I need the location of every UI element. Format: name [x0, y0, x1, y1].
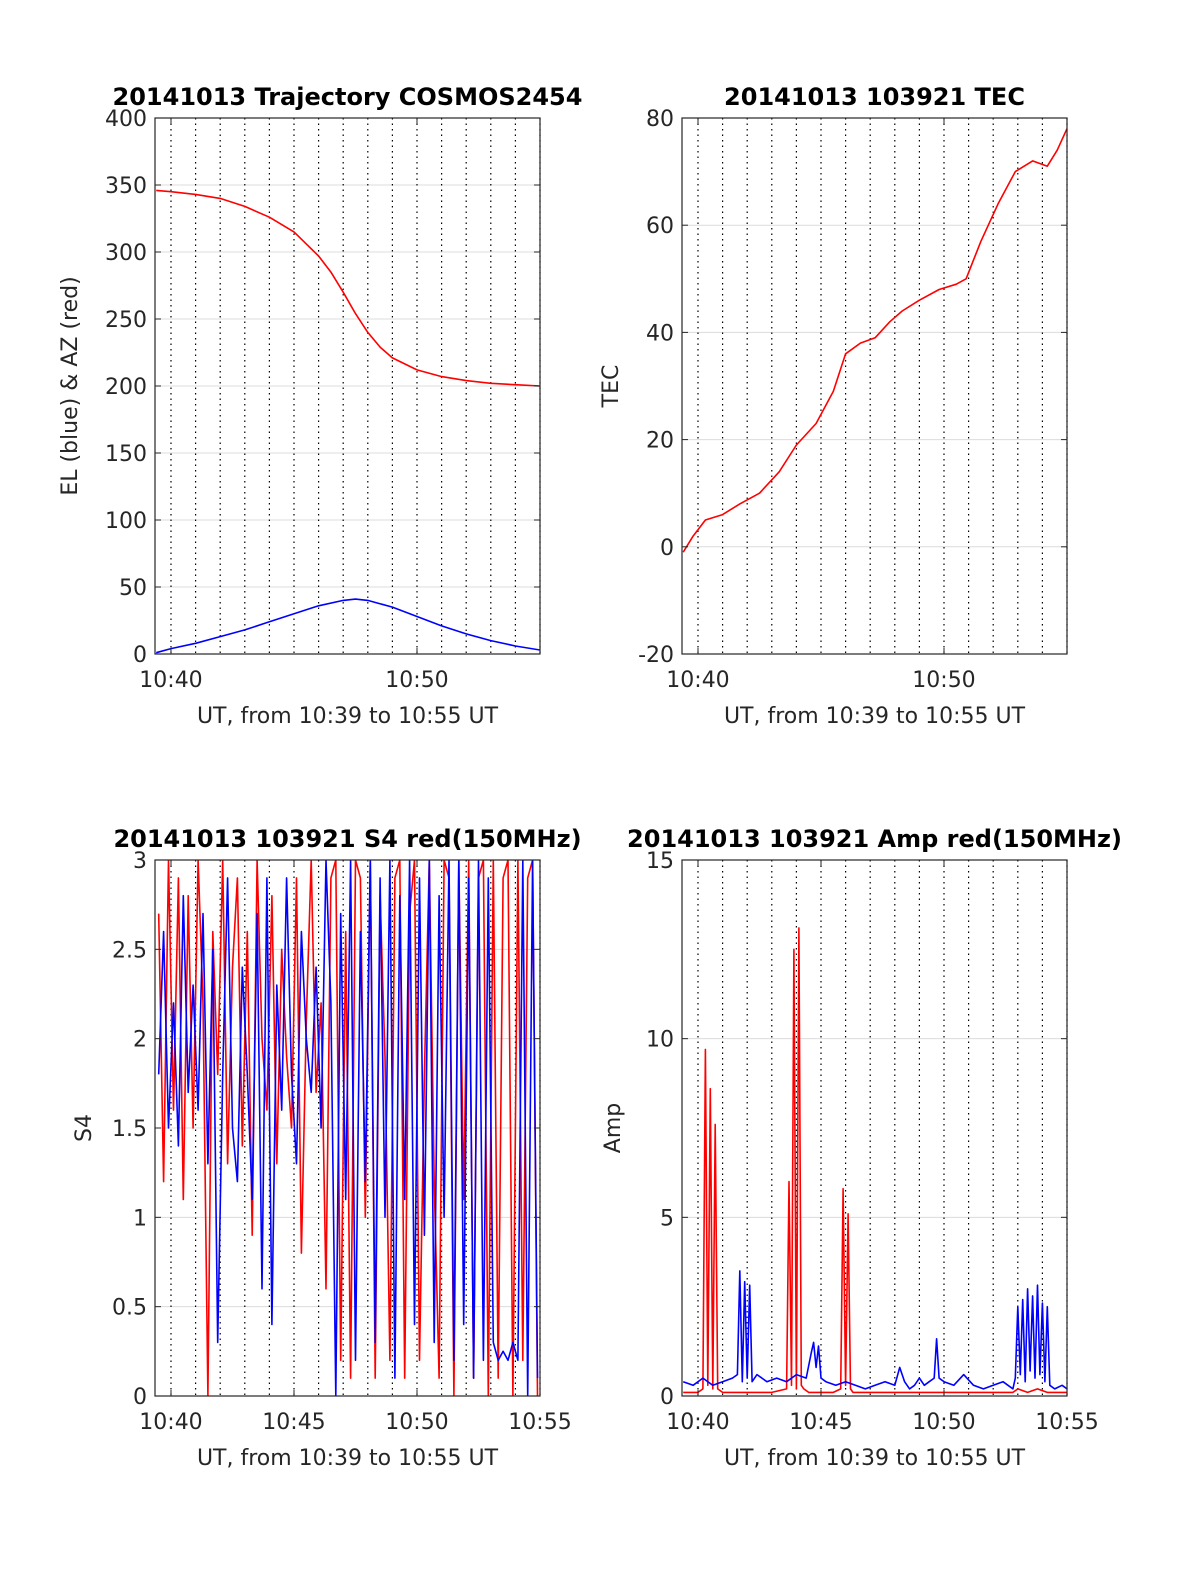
- y-tick-label: 20: [646, 429, 674, 454]
- y-tick-label: 80: [646, 107, 674, 132]
- y-tick-label: 2: [133, 1028, 147, 1053]
- chart-title: 20141013 103921 S4 red(150MHz): [113, 825, 581, 853]
- series-line-2: [682, 1270, 1067, 1390]
- y-axis-label: Amp: [601, 1103, 626, 1153]
- x-axis-label: UT, from 10:39 to 10:55 UT: [197, 704, 499, 729]
- series-line-2: [155, 598, 540, 654]
- x-tick-label: 10:40: [666, 1410, 729, 1435]
- chart-panel-1: 0 50 100 150 200 250 300 350 400 10:40 10:50 201410…: [58, 83, 582, 729]
- x-tick-label: 10:55: [508, 1410, 571, 1435]
- plot-area: [682, 118, 1067, 654]
- x-axis-label: UT, from 10:39 to 10:55 UT: [724, 704, 1026, 729]
- y-axis-label: EL (blue) & AZ (red): [58, 276, 83, 495]
- x-axis-label: UT, from 10:39 to 10:55 UT: [724, 1446, 1026, 1471]
- x-tick-label: 10:50: [912, 668, 975, 693]
- y-axis-label: TEC: [599, 365, 624, 409]
- y-tick-label: 40: [646, 321, 674, 346]
- x-axis-label: UT, from 10:39 to 10:55 UT: [197, 1446, 499, 1471]
- x-tick-label: 10:45: [262, 1410, 325, 1435]
- series-line-1: [682, 128, 1067, 553]
- x-tick-label: 10:40: [666, 668, 729, 693]
- y-tick-label: 300: [105, 241, 147, 266]
- y-tick-label: 350: [105, 174, 147, 199]
- y-axis-label: S4: [72, 1114, 97, 1142]
- x-tick-label: 10:45: [789, 1410, 852, 1435]
- chart-title: 20141013 103921 Amp red(150MHz): [627, 825, 1122, 853]
- chart-panel-2: -20 0 20 40 60 80 10:40 10:50 20141013 103921 TE…: [599, 83, 1068, 729]
- y-tick-label: 400: [105, 107, 147, 132]
- x-tick-label: 10:50: [912, 1410, 975, 1435]
- x-tick-label: 10:40: [139, 668, 202, 693]
- chart-panel-3: 0 0.5 1 1.5 2 2.5 3 10:40 10:45 10:50 10:55 2014101…: [72, 825, 582, 1471]
- y-tick-label: 15: [646, 849, 674, 874]
- x-tick-label: 10:40: [139, 1410, 202, 1435]
- axes-box: [681, 859, 1068, 1397]
- y-tick-label: 0.5: [112, 1296, 147, 1321]
- y-tick-label: 50: [119, 576, 147, 601]
- y-tick-label: 100: [105, 509, 147, 534]
- y-tick-label: 5: [660, 1206, 674, 1231]
- chart-panel-4: 0 5 10 15 10:40 10:45 10:50 10:55 20141013 10392…: [601, 825, 1122, 1471]
- y-tick-label: 150: [105, 442, 147, 467]
- y-tick-label: 250: [105, 308, 147, 333]
- series-line-2: [157, 860, 539, 1396]
- y-tick-label: 2.5: [112, 938, 147, 963]
- y-tick-label: 200: [105, 375, 147, 400]
- chart-title: 20141013 103921 TEC: [724, 83, 1025, 111]
- chart-title: 20141013 Trajectory COSMOS2454: [113, 83, 583, 111]
- y-tick-label: 10: [646, 1028, 674, 1053]
- x-tick-label: 10:50: [385, 668, 448, 693]
- series-line-1: [156, 189, 540, 387]
- y-tick-label: 0: [133, 643, 147, 668]
- y-tick-label: 1: [133, 1206, 147, 1231]
- y-tick-label: 60: [646, 214, 674, 239]
- y-tick-label: 0: [133, 1385, 147, 1410]
- x-tick-label: 10:50: [385, 1410, 448, 1435]
- x-tick-label: 10:55: [1035, 1410, 1098, 1435]
- y-tick-label: 0: [660, 536, 674, 561]
- y-tick-label: 1.5: [112, 1117, 147, 1142]
- y-tick-label: 0: [660, 1385, 674, 1410]
- y-tick-label: -20: [638, 643, 674, 668]
- axes-box: [681, 117, 1068, 655]
- plot-area: [682, 860, 1067, 1396]
- series-line-1: [683, 927, 1067, 1394]
- y-tick-label: 3: [133, 849, 147, 874]
